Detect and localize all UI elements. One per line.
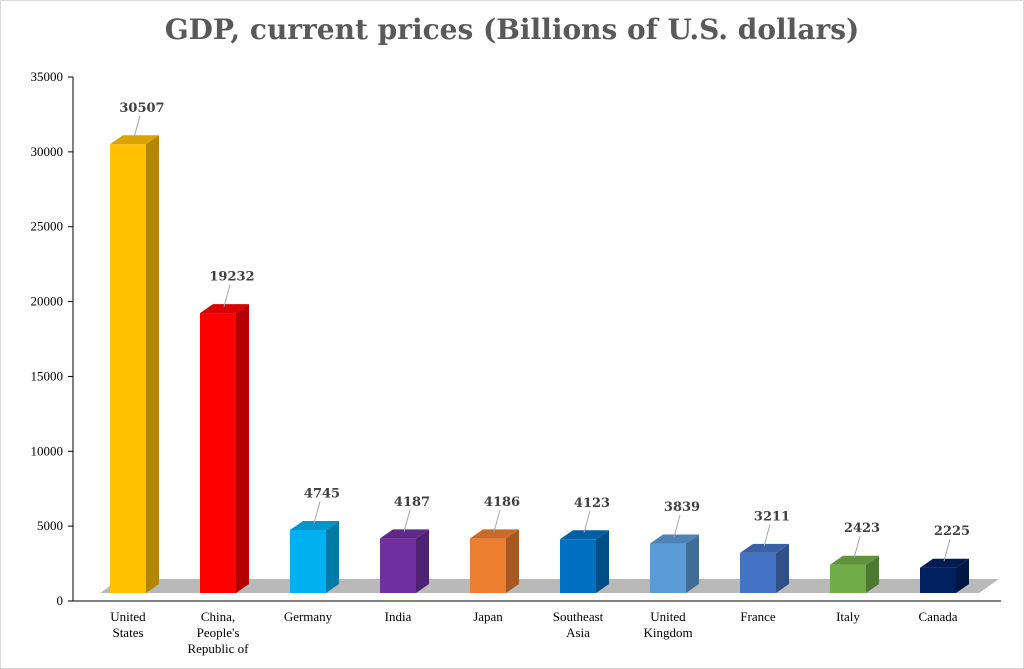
data-label-leader — [403, 509, 411, 532]
bar-side — [866, 555, 879, 593]
y-tick-label: 30000 — [31, 144, 64, 159]
x-tick-label: Japan — [473, 609, 503, 624]
data-label: 2423 — [844, 521, 880, 536]
bar-top — [470, 529, 519, 539]
data-label: 2225 — [934, 524, 970, 539]
bar-side — [686, 534, 699, 593]
bar-side — [236, 304, 249, 593]
bar-front — [560, 539, 596, 593]
data-label-leader — [853, 536, 861, 559]
x-tick-label: Southeast Asia — [553, 609, 604, 640]
bar-side — [956, 558, 969, 593]
bar-front — [470, 538, 506, 593]
data-label: 3211 — [754, 509, 790, 524]
data-label: 30507 — [119, 101, 164, 116]
bar — [200, 304, 249, 593]
bar-side — [146, 135, 159, 593]
bar-top — [650, 534, 699, 544]
bar-top — [380, 529, 429, 539]
data-label-leader — [133, 115, 141, 138]
bar-top — [740, 543, 789, 553]
data-label: 4186 — [484, 495, 520, 510]
bar-front — [830, 564, 866, 593]
bar-front — [110, 144, 146, 593]
x-tick-label: Canada — [919, 609, 958, 624]
data-label: 4123 — [574, 496, 610, 511]
axes: 0 5000 10000 15000 20000 25000 30000 35000 — [31, 69, 1001, 608]
bar-top — [560, 530, 609, 540]
bar — [290, 520, 339, 593]
bar-top — [290, 520, 339, 530]
y-tick-label: 15000 — [31, 368, 64, 383]
data-label: 19232 — [209, 270, 254, 285]
bar-side — [326, 520, 339, 593]
y-tick-label: 35000 — [31, 69, 64, 84]
data-label-leader — [583, 510, 591, 533]
bar — [740, 543, 789, 593]
data-label-leader — [223, 284, 231, 307]
x-tick-label: India — [385, 609, 412, 624]
y-tick-label: 0 — [57, 593, 64, 608]
data-label-leader — [493, 509, 501, 532]
bar-top — [200, 304, 249, 314]
bar — [380, 529, 429, 593]
bar — [560, 530, 609, 593]
x-tick-label: United States — [110, 609, 146, 640]
y-tick-label: 20000 — [31, 294, 64, 309]
data-label: 4745 — [304, 486, 340, 501]
x-tick-label: Italy — [836, 609, 860, 624]
bar-top — [830, 555, 879, 565]
bar-side — [776, 543, 789, 593]
bar — [110, 135, 159, 593]
x-tick-label: United Kingdom — [643, 609, 692, 640]
bar-front — [380, 538, 416, 593]
category-labels: United States China, People's Republic of Ger… — [110, 609, 957, 656]
bar — [920, 558, 969, 593]
bar-side — [596, 530, 609, 593]
y-tick-label: 5000 — [37, 518, 63, 533]
data-label: 4187 — [394, 495, 430, 510]
bar-front — [740, 552, 776, 593]
chart-title: GDP, current prices (Billions of U.S. do… — [165, 13, 859, 46]
bar-side — [416, 529, 429, 593]
data-label: 3839 — [664, 500, 700, 515]
data-label-leader — [673, 514, 681, 538]
data-label-leader — [943, 539, 951, 562]
bars — [110, 135, 969, 593]
bar-front — [200, 313, 236, 593]
bar — [650, 534, 699, 593]
bar-front — [290, 529, 326, 593]
data-label-leader — [313, 501, 321, 524]
data-labels: 30507 19232 4745 4187 4186 4123 3839 3211 2423 22… — [119, 101, 970, 562]
x-tick-label: Germany — [284, 609, 333, 624]
y-tick-label: 25000 — [31, 219, 64, 234]
data-label-leader — [763, 524, 771, 547]
bar-front — [920, 567, 956, 593]
bar-side — [506, 529, 519, 593]
bar — [830, 555, 879, 593]
bar-top — [110, 135, 159, 145]
x-tick-label: France — [740, 609, 776, 624]
bar-top — [920, 558, 969, 568]
x-tick-label: China, People's Republic of — [187, 609, 249, 656]
y-tick-label: 10000 — [31, 443, 64, 458]
bar-front — [650, 543, 686, 593]
bar — [470, 529, 519, 593]
